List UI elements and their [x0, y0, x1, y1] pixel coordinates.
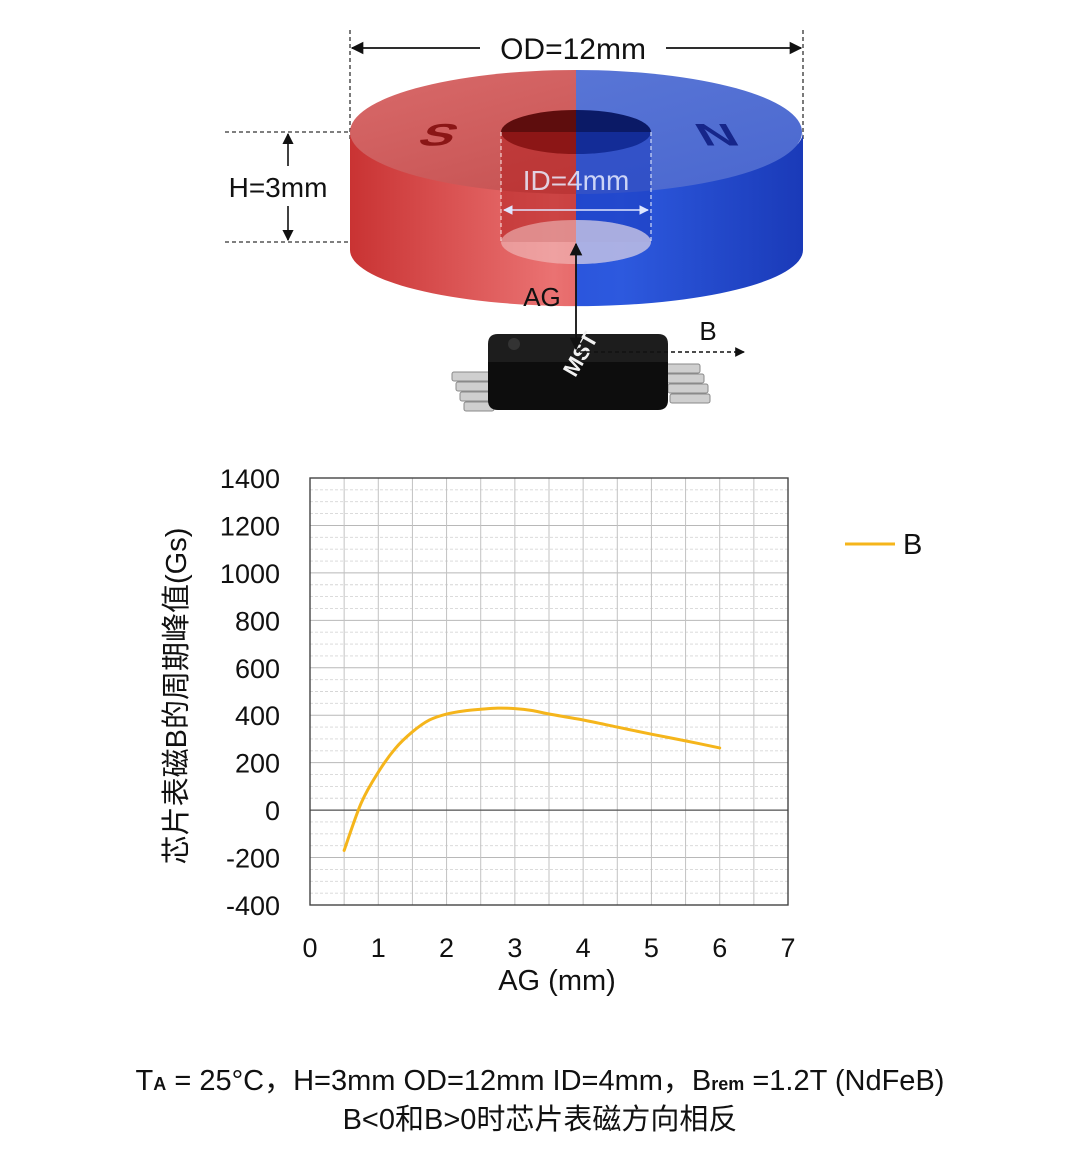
chip-pins-left	[451, 371, 495, 412]
x-tick-label: 3	[507, 933, 522, 963]
caption: TA = 25°C，H=3mm OD=12mm ID=4mm，Brem =1.2…	[0, 1063, 1080, 1138]
caption-conditions: = 25°C，H=3mm OD=12mm ID=4mm，B	[166, 1065, 712, 1097]
y-tick-label: 1400	[220, 464, 280, 494]
id-label: ID=4mm	[523, 165, 630, 196]
caption-t-symbol: T	[135, 1065, 154, 1097]
series-line-b	[342, 706, 722, 852]
caption-line-2: B<0和B>0时芯片表磁方向相反	[342, 1104, 738, 1136]
plot-frame	[309, 477, 789, 906]
y-axis-label: 芯片表磁B的周期峰值(Gs)	[160, 528, 193, 865]
magnet-side-north	[576, 132, 803, 307]
chip-body-side	[488, 360, 668, 410]
b-direction-label: B	[699, 316, 716, 346]
y-tick-label: 600	[235, 654, 280, 684]
chart-grid	[309, 477, 789, 906]
x-tick-label: 2	[439, 933, 454, 963]
x-tick-label: 6	[712, 933, 727, 963]
y-tick-label: -400	[226, 891, 280, 921]
x-tick-label: 0	[302, 933, 317, 963]
caption-line-1: TA = 25°C，H=3mm OD=12mm ID=4mm，Brem =1.2…	[0, 1063, 1080, 1102]
caption-b-subscript: rem	[711, 1074, 745, 1094]
caption-t-subscript: A	[153, 1074, 167, 1094]
y-tick-label: 1000	[220, 559, 280, 589]
y-tick-label: -200	[226, 844, 280, 874]
x-tick-label: 7	[780, 933, 795, 963]
bore-bottom-north-tint	[576, 220, 651, 264]
sensor-chip: MST	[451, 327, 711, 412]
h-label: H=3mm	[229, 172, 328, 203]
od-label: OD=12mm	[500, 33, 646, 66]
ag-label: AG	[523, 282, 561, 312]
chip-pin1-dot	[508, 338, 520, 350]
x-tick-labels: 0 1 2 3 4 5 6 7	[302, 933, 795, 963]
magnet-side-south	[350, 132, 576, 307]
x-axis-label: AG (mm)	[498, 965, 616, 997]
chip-pins-right	[663, 363, 711, 404]
x-tick-label: 5	[644, 933, 659, 963]
x-tick-label: 4	[576, 933, 591, 963]
y-tick-label: 0	[265, 796, 280, 826]
legend: B	[845, 529, 922, 561]
y-tick-label: 800	[235, 606, 280, 636]
caption-remanence: =1.2T (NdFeB)	[744, 1065, 945, 1097]
magnet-sensor-illustration: OD=12mm H=3mm	[225, 30, 804, 412]
x-tick-label: 1	[371, 933, 386, 963]
line-chart: 1400 1200 1000 800 600 400 200 0 -200 -400 0 1 2 3 4 5…	[160, 464, 922, 997]
y-tick-labels: 1400 1200 1000 800 600 400 200 0 -200 -400	[220, 464, 280, 921]
series-layer	[342, 706, 722, 852]
y-tick-label: 1200	[220, 511, 280, 541]
y-tick-label: 200	[235, 749, 280, 779]
legend-label-b: B	[903, 529, 922, 561]
y-tick-label: 400	[235, 701, 280, 731]
